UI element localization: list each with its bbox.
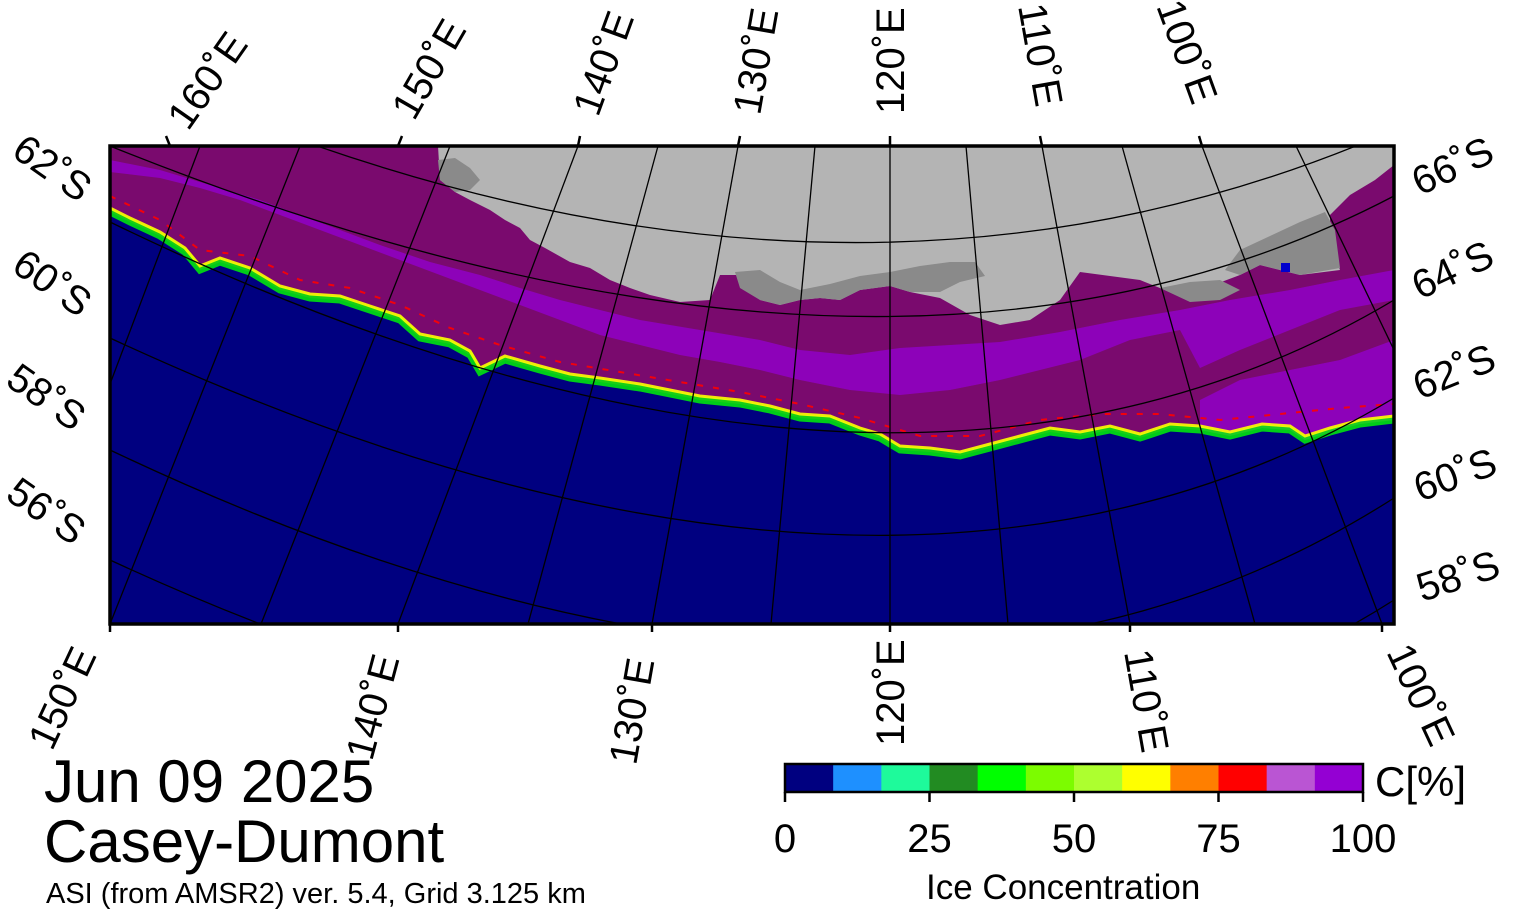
colorbar-bin	[1025, 764, 1075, 792]
lon-label-bottom: 130˚E	[602, 655, 664, 768]
ice-shelf	[1160, 280, 1240, 302]
colorbar-bin	[1170, 764, 1219, 792]
colorbar-bin	[785, 764, 834, 792]
colorbar-bin	[1122, 764, 1171, 792]
lat-label-left: 56˚S	[0, 469, 93, 554]
colorbar-bin	[1266, 764, 1316, 792]
product-info: ASI (from AMSR2) ver. 5.4, Grid 3.125 km	[46, 878, 586, 910]
map-date: Jun 09 2025	[44, 748, 375, 815]
lon-label-top: 130˚E	[726, 5, 788, 118]
map-frame	[108, 144, 1396, 626]
lon-label-top: 140˚E	[565, 6, 643, 121]
lon-label-top: 160˚E	[159, 24, 256, 137]
parallels	[110, 146, 1394, 624]
colorbar-ticks	[783, 792, 1365, 802]
lon-label-bottom: 100˚E	[1378, 637, 1463, 752]
lon-label-top: 120˚E	[869, 7, 913, 114]
colorbar-bin	[1218, 764, 1268, 792]
station-marker	[1281, 263, 1290, 272]
colorbar-title: Ice Concentration	[926, 868, 1201, 907]
colorbar-bin	[1074, 764, 1123, 792]
lon-label-bottom: 150˚E	[20, 640, 105, 755]
map-region: Casey-Dumont	[44, 808, 445, 875]
ice-shelf	[735, 262, 985, 305]
meridians	[110, 146, 1394, 624]
lon-label-bottom: 110˚E	[1115, 646, 1176, 756]
lat-label-left: 62˚S	[5, 126, 99, 211]
lat-label-right: 60˚S	[1408, 440, 1502, 510]
lon-label-bottom: 120˚E	[869, 639, 913, 746]
lat-label-left: 60˚S	[5, 241, 99, 326]
colorbar-tick-label: 75	[1196, 817, 1241, 861]
ice-edge-red	[110, 195, 1394, 437]
lat-label-left: 58˚S	[0, 355, 93, 440]
colorbar-tick-label: 100	[1330, 817, 1397, 861]
colorbar-bin	[929, 764, 979, 792]
lon-label-top: 110˚E	[1009, 0, 1070, 110]
colorbar-bin	[833, 764, 882, 792]
lat-label-right: 62˚S	[1407, 336, 1502, 408]
lat-label-right: 66˚S	[1405, 129, 1500, 205]
colorbar	[785, 764, 1364, 792]
colorbar-tick-label: 25	[907, 817, 952, 861]
ice-shelf	[1225, 212, 1340, 275]
colorbar-unit: C[%]	[1375, 758, 1467, 805]
ice-edge-green	[110, 208, 1394, 460]
frame-ticks	[108, 135, 1384, 632]
colorbar-tick-label: 0	[774, 817, 796, 861]
colorbar-tick-label: 50	[1052, 817, 1097, 861]
ice-shelf	[438, 158, 480, 192]
colorbar-bin	[881, 764, 930, 792]
ice-band-outer	[110, 160, 1394, 440]
antarctic-land	[438, 146, 1394, 325]
colorbar-bin	[977, 764, 1027, 792]
lat-label-right: 64˚S	[1405, 233, 1500, 309]
lat-label-right: 58˚S	[1411, 543, 1505, 611]
colorbar-bin	[1314, 764, 1364, 792]
lon-label-top: 100˚E	[1148, 0, 1226, 109]
ice-edge-yellow	[110, 206, 1394, 454]
lon-label-top: 150˚E	[384, 12, 475, 126]
